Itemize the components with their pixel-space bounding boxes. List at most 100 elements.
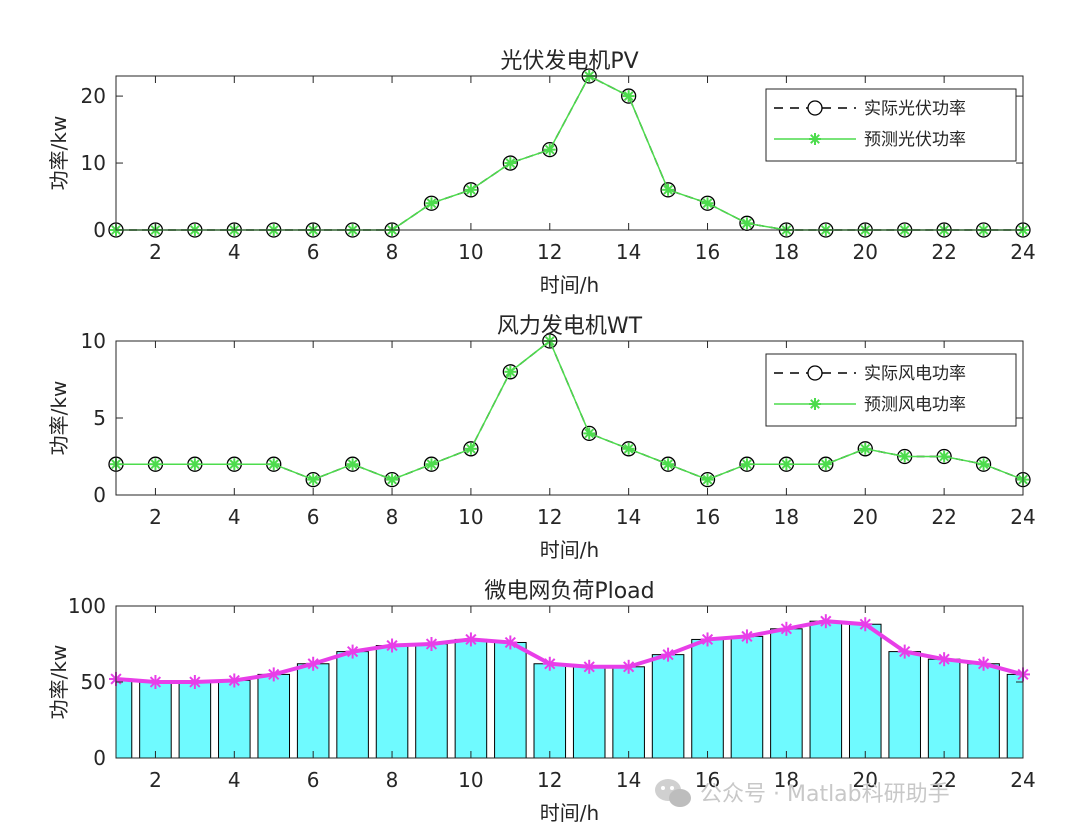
- bar: [115, 678, 133, 759]
- x-tick-label: 14: [616, 240, 641, 264]
- load-point: [385, 638, 400, 653]
- bar: [218, 679, 251, 759]
- bar: [178, 681, 212, 759]
- legend-actual-marker: [807, 100, 823, 116]
- subplot-1: 2 4 6 8 10 12 14 16 18 20 22 2401020光伏发电机PV时间/h功率/k…: [47, 49, 1036, 297]
- x-tick-label: 2: [149, 240, 162, 264]
- axes-box: [115, 75, 1024, 231]
- predicted-point: [977, 458, 990, 471]
- bar: [612, 666, 645, 759]
- load-point: [858, 617, 873, 632]
- plot-area: [116, 606, 1023, 758]
- actual-point: [502, 155, 518, 171]
- x-tick-label: 8: [386, 505, 399, 529]
- wechat-icon: [655, 779, 691, 807]
- bar: [888, 651, 921, 759]
- predicted-point: [504, 365, 517, 378]
- predicted-point: [859, 442, 872, 455]
- x-tick-label: 10: [458, 240, 483, 264]
- load-point: [818, 614, 833, 629]
- legend-actual-marker: [807, 365, 823, 381]
- predicted-point: [898, 450, 911, 463]
- predicted-point: [386, 473, 399, 486]
- bar: [257, 673, 291, 759]
- actual-point: [423, 195, 440, 211]
- bar: [730, 635, 764, 759]
- x-tick-label: 4: [228, 505, 241, 529]
- x-tick-label: 4: [228, 768, 241, 792]
- load-point: [897, 644, 912, 659]
- predicted-point: [701, 473, 714, 486]
- legend-box: [765, 353, 1017, 427]
- plots-container: 2 4 6 8 10 12 14 16 18 20 22 2401020光伏发电机PV时间/h功率/k…: [47, 49, 1036, 825]
- predicted-point: [740, 217, 753, 230]
- y-axis-label: 功率/kw: [47, 381, 71, 456]
- x-tick-label: 12: [537, 240, 562, 264]
- x-tick-label: 6: [307, 240, 320, 264]
- x-tick-label: 4: [228, 240, 241, 264]
- y-tick-label: 50: [81, 670, 106, 694]
- predicted-point: [622, 90, 635, 103]
- load-point: [542, 656, 557, 671]
- bar: [809, 620, 843, 759]
- predicted-point: [464, 183, 477, 196]
- predicted-point: [464, 442, 477, 455]
- load-point: [266, 667, 281, 682]
- watermark: 公众号 · Matlab科研助手: [655, 779, 950, 807]
- predicted-point: [425, 197, 438, 210]
- bar: [139, 681, 172, 759]
- x-tick-label: 8: [386, 768, 399, 792]
- predicted-point: [662, 458, 675, 471]
- x-tick-label: 12: [537, 505, 562, 529]
- predicted-point: [583, 427, 596, 440]
- load-point: [621, 659, 636, 674]
- x-tick-label: 24: [1010, 240, 1035, 264]
- x-tick-label: 16: [695, 505, 720, 529]
- predicted-point: [819, 458, 832, 471]
- x-tick-label: 20: [853, 505, 878, 529]
- x-tick-label: 2: [149, 768, 162, 792]
- load-point: [424, 637, 439, 651]
- actual-point: [699, 195, 716, 211]
- load-point: [661, 647, 676, 662]
- actual-point: [502, 364, 518, 380]
- load-point: [976, 656, 991, 671]
- load-point: [463, 632, 478, 647]
- predicted-point: [149, 458, 162, 471]
- actual-point: [857, 441, 873, 457]
- bar: [1006, 673, 1024, 759]
- load-point: [739, 629, 754, 644]
- actual-point: [581, 425, 597, 442]
- load-point: [148, 675, 163, 689]
- x-axis-label: 时间/h: [540, 273, 599, 297]
- x-tick-label: 20: [853, 768, 878, 792]
- x-tick-label: 18: [774, 768, 799, 792]
- chart-title: 风力发电机WT: [497, 314, 643, 339]
- x-tick-label: 10: [458, 768, 483, 792]
- legend-actual-label: 实际光伏功率: [864, 99, 966, 119]
- y-tick-label: 100: [68, 594, 106, 618]
- load-point: [937, 652, 952, 667]
- load-point: [779, 621, 794, 636]
- x-tick-label: 24: [1010, 505, 1035, 529]
- legend-predicted-marker: [809, 398, 821, 410]
- actual-point: [660, 182, 676, 198]
- y-tick-label: 0: [93, 746, 106, 770]
- chart-title: 光伏发电机PV: [500, 49, 638, 74]
- bar: [375, 645, 409, 759]
- x-tick-label: 12: [537, 768, 562, 792]
- x-tick-label: 6: [307, 505, 320, 529]
- x-tick-label: 14: [616, 768, 641, 792]
- x-tick-label: 2: [149, 505, 162, 529]
- load-point: [345, 644, 360, 659]
- actual-point: [305, 471, 321, 488]
- x-tick-label: 22: [931, 768, 956, 792]
- x-axis-label: 时间/h: [540, 538, 599, 562]
- predicted-point: [188, 458, 201, 471]
- legend-actual-label: 实际风电功率: [864, 364, 966, 384]
- predicted-point: [346, 458, 359, 471]
- predicted-point: [701, 197, 714, 210]
